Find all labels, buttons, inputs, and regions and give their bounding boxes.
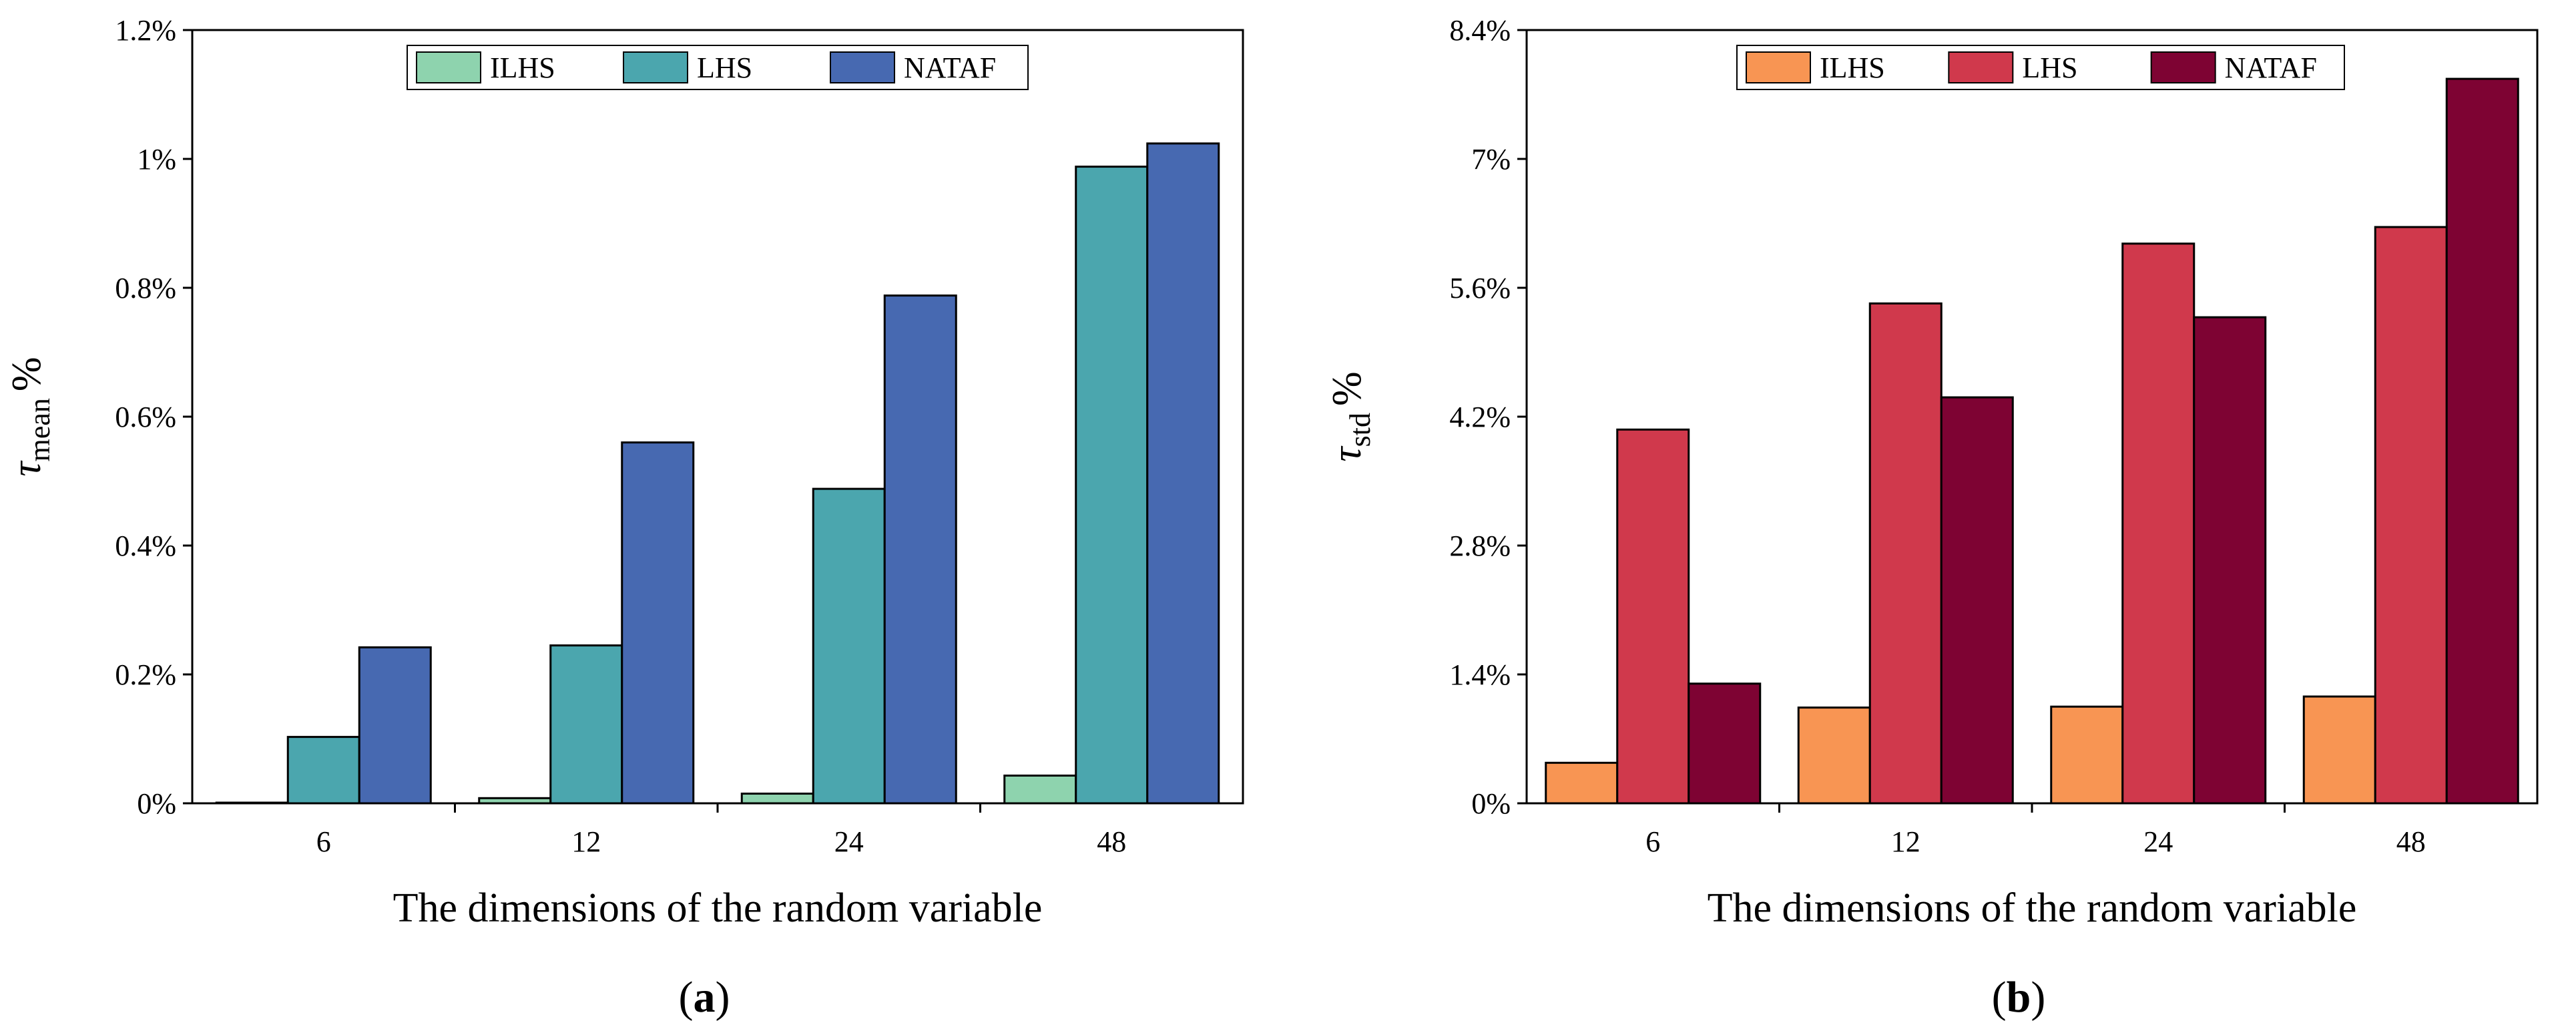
legend-label-a-nataf: NATAF <box>904 51 996 84</box>
bar-a-lhs-12 <box>549 644 623 805</box>
legend-label-b-nataf: NATAF <box>2225 51 2317 84</box>
chart-panel-a: 0% 0.2% 0.4% 0.6% 0.8% 1% 1.2% 6 12 24 48 ILHS LHS N… <box>4 14 1244 1022</box>
bar-a-lhs-6 <box>286 736 360 805</box>
legend-label-a-lhs: LHS <box>697 51 752 84</box>
x-tick-label-a-12: 12 <box>571 825 601 858</box>
y-tick-label-a-1: 0.2% <box>115 658 176 691</box>
bar-a-lhs-48 <box>1075 166 1149 805</box>
y-tick-label-a-3: 0.6% <box>115 401 176 433</box>
bar-a-nataf-48 <box>1146 142 1220 805</box>
x-tick-label-b-6: 6 <box>1645 825 1660 858</box>
y-tick-label-b-2: 2.8% <box>1449 530 1511 562</box>
legend-box-b <box>1736 45 2345 90</box>
legend-label-b-ilhs: ILHS <box>1820 51 1885 84</box>
bar-b-lhs-12 <box>1868 302 1943 805</box>
x-tick-label-a-24: 24 <box>834 825 864 858</box>
legend-swatch-a-nataf <box>830 51 895 83</box>
ticks-layer-a: 0% 0.2% 0.4% 0.6% 0.8% 1% 1.2% 6 12 24 48 <box>115 14 1126 858</box>
bar-a-nataf-6 <box>358 646 432 805</box>
bar-b-lhs-24 <box>2121 242 2196 805</box>
y-tick-label-a-5: 1% <box>137 143 176 176</box>
y-tick-label-b-1: 1.4% <box>1449 658 1511 691</box>
bar-b-nataf-48 <box>2445 77 2519 805</box>
legend-a: ILHS LHS NATAF <box>407 45 1029 90</box>
y-axis-label-a: τmean% <box>4 357 56 476</box>
y-tick-label-b-3: 4.2% <box>1449 401 1511 433</box>
y-tick-label-b-5: 7% <box>1471 143 1511 176</box>
panel-label-a: (a) <box>679 973 730 1022</box>
panel-letter-a: a <box>694 973 716 1022</box>
legend-swatch-b-ilhs <box>1746 51 1811 83</box>
y-axis-label-symbol-b: τ <box>1324 445 1370 462</box>
y-axis-label-suffix-a: % <box>4 357 49 391</box>
bar-a-nataf-12 <box>621 441 695 805</box>
y-tick-label-a-6: 1.2% <box>115 14 176 47</box>
y-tick-label-b-4: 5.6% <box>1449 272 1511 304</box>
bar-b-lhs-48 <box>2374 226 2448 805</box>
bars-layer-b <box>1545 77 2519 805</box>
chart-panel-b: 0% 1.4% 2.8% 4.2% 5.6% 7% 8.4% 6 12 24 48 ILHS LHS N… <box>1324 14 2539 1022</box>
legend-swatch-b-lhs <box>1948 51 2014 83</box>
x-tick-label-b-12: 12 <box>1891 825 1920 858</box>
bar-b-ilhs-24 <box>2050 705 2124 805</box>
legend-box-a <box>407 45 1029 90</box>
panel-letter-b: b <box>2007 973 2031 1022</box>
x-tick-label-a-48: 48 <box>1097 825 1126 858</box>
legend-swatch-b-nataf <box>2150 51 2216 83</box>
y-tick-label-a-4: 0.8% <box>115 272 176 304</box>
panel-label-b: (b) <box>1992 973 2046 1022</box>
y-axis-label-suffix-b: % <box>1324 371 1370 406</box>
y-tick-label-b-6: 8.4% <box>1449 14 1511 47</box>
y-tick-label-b-0: 0% <box>1471 787 1511 820</box>
bar-b-ilhs-48 <box>2302 695 2376 805</box>
legend-swatch-a-lhs <box>623 51 688 83</box>
bar-b-lhs-6 <box>1616 428 1690 805</box>
bar-b-ilhs-6 <box>1545 761 1619 805</box>
bar-b-nataf-6 <box>1688 682 1762 805</box>
legend-swatch-a-ilhs <box>416 51 481 83</box>
legend-b: ILHS LHS NATAF <box>1736 45 2345 90</box>
x-tick-label-b-24: 24 <box>2143 825 2173 858</box>
legend-label-a-ilhs: ILHS <box>490 51 555 84</box>
bar-a-lhs-24 <box>812 487 886 805</box>
ticks-layer-b: 0% 1.4% 2.8% 4.2% 5.6% 7% 8.4% 6 12 24 48 <box>1449 14 2425 858</box>
y-axis-label-subscript-b: std <box>1344 413 1376 447</box>
bar-b-nataf-24 <box>2193 316 2267 805</box>
y-tick-label-a-2: 0.4% <box>115 530 176 562</box>
x-tick-label-b-48: 48 <box>2396 825 2426 858</box>
x-axis-label-b: The dimensions of the random variable <box>1708 885 2357 931</box>
x-axis-label-a: The dimensions of the random variable <box>393 885 1043 931</box>
bar-a-nataf-24 <box>883 294 957 805</box>
y-axis-label-subscript-a: mean <box>23 398 56 461</box>
bars-layer-a <box>215 142 1220 805</box>
plot-frame-b <box>1525 29 2539 805</box>
bar-b-ilhs-12 <box>1797 706 1871 805</box>
plot-frame-a <box>191 29 1244 805</box>
bar-a-ilhs-24 <box>740 793 814 805</box>
y-axis-label-b: τstd% <box>1324 371 1376 461</box>
y-tick-label-a-0: 0% <box>137 787 176 820</box>
legend-label-b-lhs: LHS <box>2022 51 2077 84</box>
y-axis-label-symbol-a: τ <box>4 460 49 477</box>
x-tick-label-a-6: 6 <box>316 825 331 858</box>
bar-a-ilhs-48 <box>1003 775 1077 805</box>
bar-b-nataf-12 <box>1940 396 2014 805</box>
